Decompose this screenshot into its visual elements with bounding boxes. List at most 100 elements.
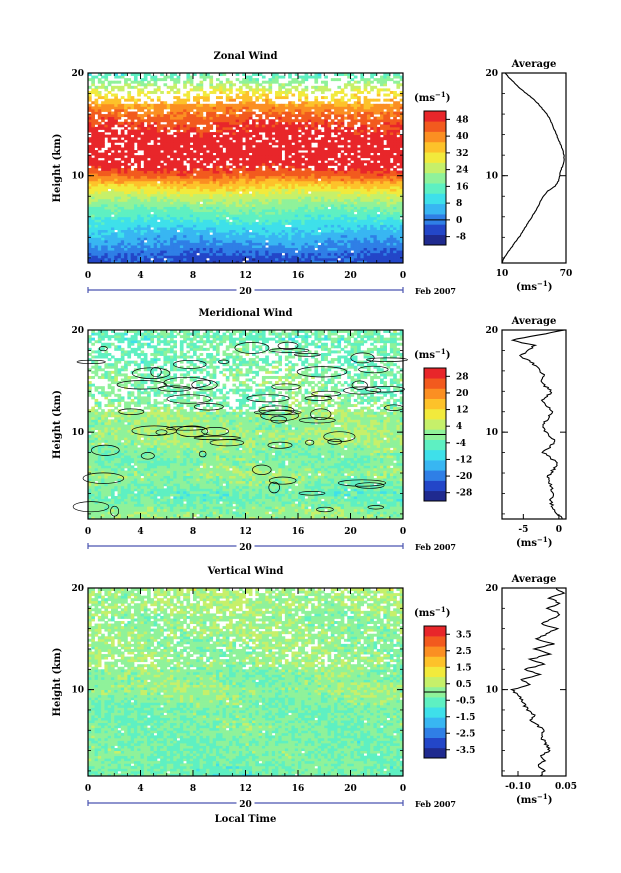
heatmap-cell [183, 255, 187, 258]
heatmap-cell [144, 212, 148, 215]
heatmap-cell [216, 235, 220, 238]
heatmap-cell [141, 258, 145, 261]
heatmap-cell [373, 242, 377, 245]
heatmap-cell [134, 230, 138, 233]
heatmap-cell [141, 255, 145, 258]
heatmap-cell [144, 224, 148, 227]
heatmap-cell [334, 255, 338, 258]
heatmap-cell [262, 253, 266, 256]
heatmap-cell [321, 224, 325, 227]
heatmap-cell [131, 242, 135, 245]
heatmap-cell [236, 235, 240, 238]
heatmap-cell [328, 253, 332, 256]
heatmap-cell [209, 217, 213, 220]
heatmap-cell [344, 240, 348, 243]
heatmap-cell [173, 248, 177, 251]
heatmap-cell [147, 217, 151, 220]
heatmap-cell [206, 222, 210, 225]
heatmap-cell [393, 245, 397, 248]
heatmap-cell [265, 250, 269, 253]
heatmap-cell [170, 212, 174, 215]
heatmap-cell [373, 248, 377, 251]
heatmap-cell [226, 219, 230, 222]
heatmap-cell [272, 248, 276, 251]
heatmap-cell [137, 240, 141, 243]
heatmap-cell [232, 232, 236, 235]
heatmap-cell [226, 224, 230, 227]
heatmap-cell [298, 240, 302, 243]
heatmap-cell [334, 224, 338, 227]
heatmap-cell [108, 224, 112, 227]
heatmap-cell [383, 258, 387, 261]
heatmap-cell [134, 245, 138, 248]
heatmap-cell [193, 212, 197, 215]
heatmap-cell [232, 224, 236, 227]
heatmap-cell [324, 255, 328, 258]
heatmap-cell [344, 253, 348, 256]
heatmap-cell [239, 214, 243, 217]
heatmap-cell [390, 240, 394, 243]
heatmap-cell [288, 237, 292, 240]
heatmap-cell [328, 230, 332, 233]
heatmap-cell [396, 224, 400, 227]
heatmap-cell [200, 240, 204, 243]
heatmap-cell [308, 217, 312, 220]
heatmap-cell [249, 222, 253, 225]
heatmap-cell [141, 240, 145, 243]
heatmap-cell [177, 214, 181, 217]
heatmap-cell [167, 232, 171, 235]
heatmap-cell [246, 214, 250, 217]
heatmap-cell [121, 214, 125, 217]
heatmap-cell [367, 219, 371, 222]
heatmap-cell [282, 230, 286, 233]
heatmap-cell [262, 227, 266, 230]
heatmap-cell [383, 224, 387, 227]
heatmap-cell [124, 237, 128, 240]
heatmap-cell [393, 227, 397, 230]
heatmap-cell [278, 214, 282, 217]
heatmap-cell [331, 255, 335, 258]
heatmap-cell [114, 240, 118, 243]
heatmap-cell [387, 232, 391, 235]
heatmap-cell [370, 245, 374, 248]
heatmap-cell [160, 217, 164, 220]
heatmap-cell [301, 253, 305, 256]
heatmap-cell [173, 232, 177, 235]
heatmap-cell [268, 237, 272, 240]
heatmap-cell [380, 250, 384, 253]
heatmap-cell [118, 245, 122, 248]
heatmap-cell [390, 258, 394, 261]
heatmap-cell [144, 255, 148, 258]
heatmap-cell [232, 255, 236, 258]
heatmap-cell [196, 214, 200, 217]
heatmap-cell [167, 219, 171, 222]
heatmap-cell [301, 222, 305, 225]
heatmap-cell [163, 222, 167, 225]
heatmap-cell [163, 255, 167, 258]
heatmap-cell [308, 232, 312, 235]
heatmap-cell [259, 250, 263, 253]
heatmap-cell [262, 245, 266, 248]
heatmap-cell [223, 255, 227, 258]
heatmap-cell [95, 230, 99, 233]
heatmap-cell [387, 224, 391, 227]
heatmap-cell [288, 222, 292, 225]
heatmap-cell [154, 240, 158, 243]
heatmap-cell [301, 248, 305, 251]
heatmap-cell [360, 242, 364, 245]
heatmap-cell [236, 245, 240, 248]
heatmap-cell [246, 230, 250, 233]
heatmap-cell [370, 242, 374, 245]
heatmap-cell [213, 237, 217, 240]
heatmap-cell [183, 214, 187, 217]
heatmap-cell [265, 237, 269, 240]
heatmap-cell [154, 232, 158, 235]
heatmap-cell [265, 224, 269, 227]
heatmap-cell [275, 245, 279, 248]
heatmap-cell [367, 258, 371, 261]
heatmap-cell [163, 248, 167, 251]
heatmap-cell [124, 217, 128, 220]
heatmap-cell [236, 255, 240, 258]
heatmap-cell [91, 219, 95, 222]
